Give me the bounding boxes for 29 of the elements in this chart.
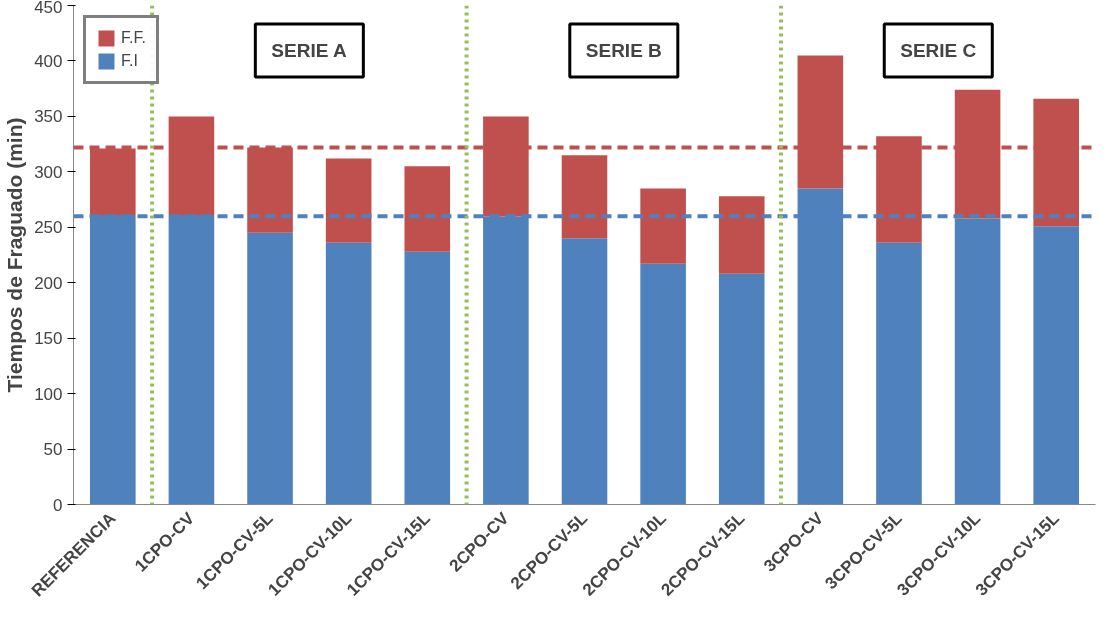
annotation: SERIE B [585, 39, 662, 61]
bar [561, 155, 608, 239]
bar [247, 232, 293, 505]
annotation: SERIE C [900, 39, 977, 61]
y-tick-label: 150 [34, 329, 63, 349]
annotation: SERIE A [271, 39, 347, 61]
legend-label: F.F. [121, 29, 146, 47]
y-tick-label: 350 [34, 107, 63, 127]
bar [718, 273, 765, 505]
bar [325, 158, 372, 243]
legend-label: F.I [121, 52, 139, 70]
bar [404, 251, 451, 505]
bar [640, 188, 686, 264]
bar [561, 238, 608, 505]
y-tick-label: 400 [34, 51, 63, 71]
y-axis-title: Tiempos de Fraguado (min) [3, 117, 27, 393]
bar [325, 242, 372, 505]
bar [640, 263, 686, 505]
y-tick-label: 300 [34, 162, 63, 182]
y-tick-label: 450 [34, 0, 63, 17]
y-tick-label: 50 [43, 440, 63, 460]
bar [876, 242, 922, 505]
y-tick-label: 200 [34, 273, 63, 293]
bar [1033, 226, 1079, 505]
bar [404, 166, 451, 252]
y-tick-label: 250 [34, 218, 63, 238]
bar [718, 196, 765, 274]
y-tick-label: 0 [53, 495, 63, 515]
y-tick-label: 100 [34, 384, 63, 404]
